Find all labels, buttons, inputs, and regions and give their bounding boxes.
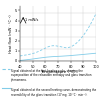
Text: Signal obtained at the first heating cycle, showing the superposition of the rel: Signal obtained at the first heating cyc… — [11, 69, 91, 82]
Y-axis label: Heat flow (mW · °C⁻¹): Heat flow (mW · °C⁻¹) — [9, 15, 13, 53]
Text: 1 mW/s: 1 mW/s — [25, 18, 38, 22]
Text: Signal obtained at the second heating curve, demonstrating the reversibility of : Signal obtained at the second heating cu… — [11, 88, 96, 97]
X-axis label: Temperature (°C): Temperature (°C) — [40, 70, 76, 74]
